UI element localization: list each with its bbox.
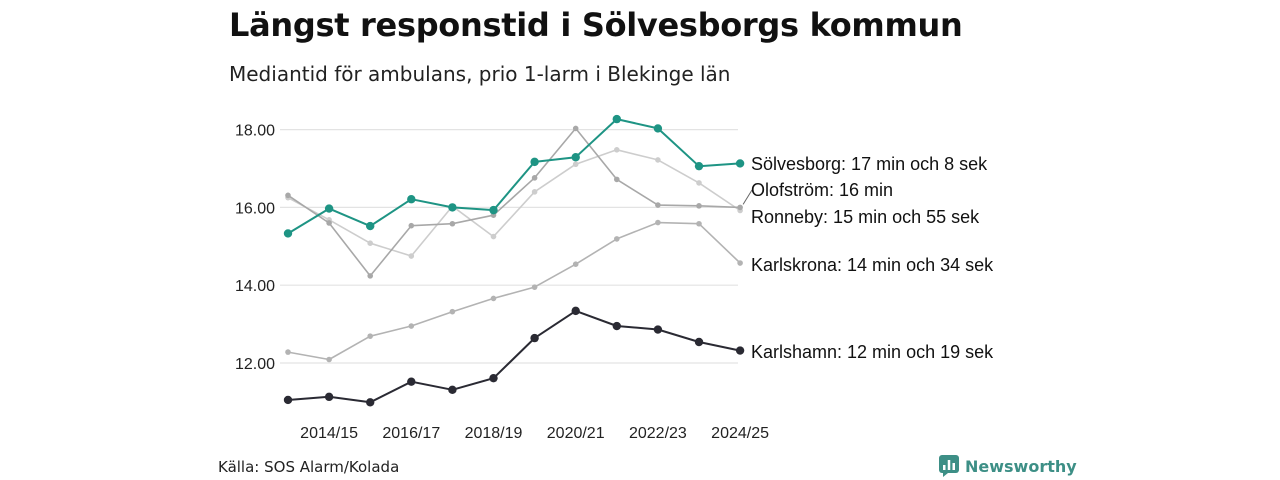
data-point-karlshamn: [530, 333, 539, 343]
y-tick-label: 16.00: [235, 200, 275, 217]
data-point-solvesborg: [489, 205, 498, 215]
series-label-karlskrona: Karlskrona: 14 min och 34 sek: [751, 255, 994, 275]
series-group: [283, 114, 745, 407]
series-line-ronneby: [287, 149, 741, 257]
label-leader-line: [742, 189, 753, 205]
data-point-karlskrona: [408, 323, 415, 329]
series-label-olofstrom: Olofström: 16 min: [751, 180, 893, 200]
data-point-ronneby: [696, 180, 702, 186]
source-note: Källa: SOS Alarm/Kolada: [218, 458, 400, 476]
data-point-olofstrom: [449, 220, 456, 227]
data-point-karlshamn: [612, 321, 621, 331]
data-point-karlshamn: [366, 398, 375, 407]
y-tick-label: 14.00: [235, 278, 275, 295]
series-line-karlshamn: [287, 309, 742, 404]
series-label-karlshamn: Karlshamn: 12 min och 19 sek: [751, 342, 994, 362]
x-tick-label: 2014/15: [300, 425, 358, 442]
data-point-karlskrona: [696, 220, 702, 227]
data-point-solvesborg: [612, 114, 621, 124]
data-point-solvesborg: [694, 161, 704, 171]
data-point-karlskrona: [285, 349, 291, 355]
data-point-karlskrona: [655, 219, 661, 226]
series-labels: Karlshamn: 12 min och 19 sek Karlskrona: …: [742, 154, 994, 362]
series-line-solvesborg: [287, 118, 742, 235]
data-point-olofstrom: [326, 220, 332, 226]
chart-subtitle: Mediantid för ambulans, prio 1-larm i Bl…: [229, 62, 731, 86]
data-point-karlshamn: [735, 346, 745, 355]
series-label-solvesborg: Sölvesborg: 17 min och 8 sek: [751, 154, 988, 174]
y-tick-label: 12.00: [235, 356, 275, 373]
series-label-ronneby: Ronneby: 15 min och 55 sek: [751, 207, 980, 227]
data-point-karlshamn: [324, 392, 334, 402]
x-tick-label: 2016/17: [382, 425, 440, 442]
data-point-karlskrona: [367, 333, 374, 339]
data-point-karlskrona: [737, 260, 743, 266]
data-point-ronneby: [655, 157, 661, 163]
data-point-solvesborg: [530, 157, 539, 167]
data-point-solvesborg: [407, 195, 416, 204]
data-point-karlshamn: [571, 306, 580, 316]
x-tick-label: 2018/19: [465, 425, 523, 442]
data-point-olofstrom: [367, 273, 374, 279]
series-karlskrona: [285, 219, 743, 363]
data-point-ronneby: [367, 240, 374, 246]
data-point-karlskrona: [449, 308, 456, 315]
brand-name: Newsworthy: [965, 456, 1077, 476]
data-point-karlskrona: [326, 356, 332, 363]
data-point-solvesborg: [735, 159, 745, 168]
data-point-solvesborg: [283, 229, 293, 238]
series-olofstrom: [285, 125, 743, 279]
data-point-olofstrom: [737, 204, 743, 211]
series-ronneby: [285, 147, 743, 259]
x-tick-label: 2020/21: [547, 425, 605, 442]
x-tick-label: 2022/23: [629, 425, 687, 442]
data-point-olofstrom: [614, 176, 620, 183]
newsworthy-logo-icon: [939, 455, 959, 477]
data-point-ronneby: [490, 233, 497, 240]
data-point-solvesborg: [448, 203, 457, 212]
series-line-karlskrona: [287, 221, 741, 361]
data-point-ronneby: [572, 161, 579, 168]
data-point-solvesborg: [324, 204, 334, 213]
data-point-karlskrona: [490, 295, 497, 302]
data-point-olofstrom: [572, 125, 579, 132]
data-point-karlshamn: [653, 325, 663, 334]
x-tick-label: 2024/25: [711, 425, 769, 442]
data-point-karlshamn: [489, 373, 498, 383]
data-point-karlskrona: [614, 236, 620, 242]
data-point-karlskrona: [531, 284, 538, 290]
data-point-olofstrom: [696, 203, 702, 209]
grid-lines: [280, 129, 738, 364]
chart-title: Längst responstid i Sölvesborgs kommun: [229, 6, 963, 44]
series-solvesborg: [283, 114, 745, 238]
data-point-ronneby: [531, 189, 538, 195]
data-point-ronneby: [614, 147, 620, 153]
data-point-ronneby: [408, 253, 415, 259]
data-point-karlshamn: [283, 395, 293, 405]
y-tick-label: 18.00: [235, 123, 275, 140]
data-point-solvesborg: [366, 221, 375, 231]
data-point-karlshamn: [448, 385, 457, 395]
data-point-solvesborg: [571, 153, 580, 162]
data-point-olofstrom: [531, 175, 538, 181]
brand-logo: Newsworthy: [939, 455, 1077, 477]
data-point-olofstrom: [285, 192, 291, 199]
y-axis-ticks: 12.00 14.00 16.00 18.00: [235, 123, 275, 373]
data-point-solvesborg: [653, 124, 663, 133]
data-point-karlskrona: [572, 261, 579, 267]
data-point-karlshamn: [694, 337, 704, 347]
data-point-olofstrom: [655, 202, 661, 208]
series-line-olofstrom: [287, 127, 741, 277]
series-karlshamn: [283, 306, 745, 407]
x-axis-ticks: 2014/15 2016/17 2018/19 2020/21 2022/23 2024/…: [300, 425, 769, 442]
data-point-karlshamn: [407, 377, 416, 386]
data-point-olofstrom: [408, 222, 415, 229]
